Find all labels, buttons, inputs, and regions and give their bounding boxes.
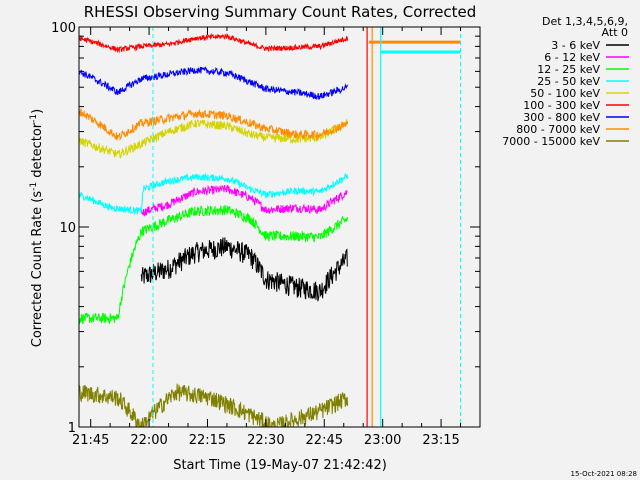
legend-label-6: 300 - 800 keV xyxy=(523,111,600,124)
y-tick-label-0: 1 xyxy=(68,421,76,436)
x-tick-label-0: 21:45 xyxy=(72,433,109,448)
x-axis-label: Start Time (19-May-07 21:42:42) xyxy=(173,458,387,473)
y-axis-label-end: ) xyxy=(30,109,45,114)
y-axis-label-sup1: -1 xyxy=(29,182,39,191)
x-tick-label-5: 23:00 xyxy=(364,433,401,448)
series-line-8 xyxy=(78,383,349,428)
x-tick-label-4: 22:45 xyxy=(306,433,343,448)
axes-layer: 21:45 22:00 22:15 22:30 22:45 23:00 23:15 1 10 10… xyxy=(51,21,481,448)
overlay-layer xyxy=(152,27,462,427)
legend-label-8: 7000 - 15000 keV xyxy=(502,135,600,148)
legend-label-7: 800 - 7000 keV xyxy=(516,123,600,136)
legend-header-1: Att 0 xyxy=(602,26,628,39)
series-line-1 xyxy=(140,184,348,217)
chart-title: RHESSI Observing Summary Count Rates, Co… xyxy=(84,3,477,21)
legend-label-5: 100 - 300 keV xyxy=(523,99,600,112)
series-line-2 xyxy=(78,204,349,325)
y-axis-label-sup2: -1 xyxy=(29,114,39,123)
series-line-3 xyxy=(78,172,349,216)
series-line-6 xyxy=(78,66,349,101)
y-tick-label-1: 10 xyxy=(59,221,76,236)
timestamp: 15-Oct-2021 08:28 xyxy=(571,470,637,478)
series-line-5 xyxy=(78,32,349,54)
x-tick-label-1: 22:00 xyxy=(130,433,167,448)
x-tick-label-6: 23:15 xyxy=(422,433,459,448)
y-axis-label-mid: detector xyxy=(30,122,45,182)
x-tick-label-3: 22:30 xyxy=(247,433,284,448)
legend-label-0: 3 - 6 keV xyxy=(551,39,600,52)
legend-label-1: 6 - 12 keV xyxy=(544,51,600,64)
legend-label-2: 12 - 25 keV xyxy=(537,63,600,76)
y-axis-label-main: Corrected Count Rate (s xyxy=(30,191,45,348)
series-layer xyxy=(78,32,349,428)
y-axis-label: Corrected Count Rate (s-1 detector-1) xyxy=(29,109,45,347)
x-tick-label-2: 22:15 xyxy=(189,433,226,448)
series-line-0 xyxy=(140,237,348,302)
legend-label-4: 50 - 100 keV xyxy=(530,87,600,100)
y-tick-label-2: 100 xyxy=(51,21,76,36)
legend-label-3: 25 - 50 keV xyxy=(537,75,600,88)
series-line-7 xyxy=(78,108,349,142)
legend-header-0: Det 1,3,4,5,6,9, xyxy=(542,15,628,28)
